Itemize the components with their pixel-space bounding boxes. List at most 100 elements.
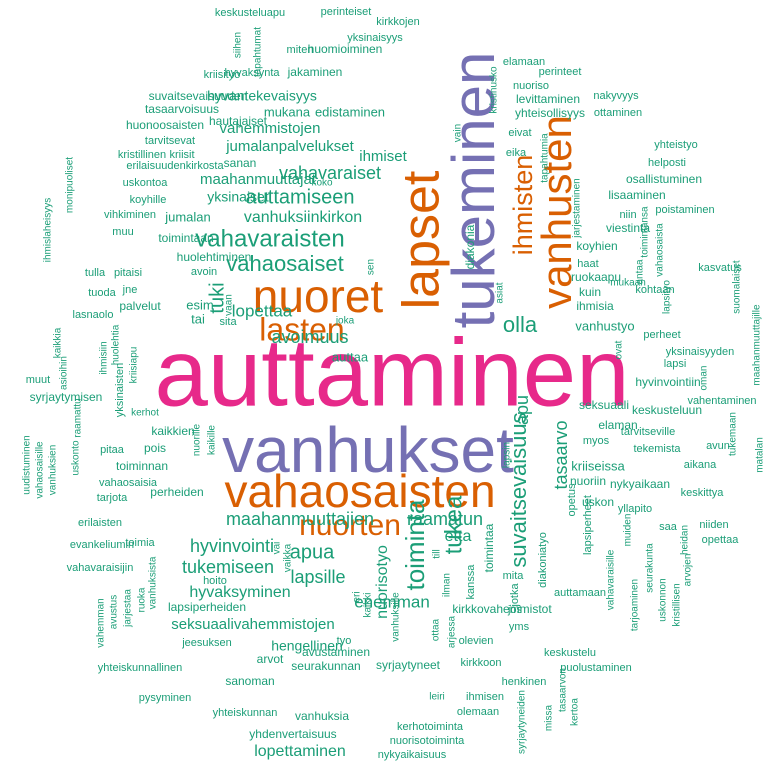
word: perinteet xyxy=(539,66,582,78)
word: arvot xyxy=(257,652,284,666)
word: jne xyxy=(122,284,138,296)
word: lopettaa xyxy=(232,301,293,320)
word: puolustaminen xyxy=(560,662,632,674)
word: vahaosaisille xyxy=(35,441,46,499)
word: vanhustyo xyxy=(575,318,634,333)
word: yhteiskunnallinen xyxy=(98,662,182,674)
word: yms xyxy=(509,621,530,633)
word: kriisityo xyxy=(204,69,241,81)
word: lasten xyxy=(259,311,344,347)
word: tai xyxy=(191,311,205,326)
word: hoito xyxy=(203,575,227,587)
word: hyvantekevaisyys xyxy=(207,88,317,104)
word: siihen xyxy=(233,32,244,58)
word: henkinen xyxy=(502,676,547,688)
word: lapsille xyxy=(290,567,345,587)
word: tukemiseen xyxy=(182,557,274,577)
word: lasnaolo xyxy=(73,309,114,321)
word: vahaosaisia xyxy=(99,477,158,489)
word: kriisiapu xyxy=(129,347,140,384)
word: koyhien xyxy=(576,239,617,253)
word: enemman xyxy=(354,592,430,611)
word: lapsin xyxy=(502,442,513,468)
word: ihmisen xyxy=(466,691,504,703)
word: toimintansa xyxy=(640,206,651,258)
word: nuorille xyxy=(192,423,203,456)
word: yhteiskunnan xyxy=(213,707,278,719)
word: vahavaraiset xyxy=(279,163,381,183)
word: sen xyxy=(366,259,377,275)
word: kaikkien xyxy=(151,424,194,438)
word: kaikkia xyxy=(53,327,64,358)
word: suvaitsevaisuuden xyxy=(149,89,248,103)
word: tasaarvo xyxy=(551,420,571,489)
word: monipuoliset xyxy=(65,157,76,213)
word: yksinaisyyden xyxy=(666,346,734,358)
word: ruoka xyxy=(137,587,148,612)
word: maahanmuuttajien xyxy=(226,509,374,529)
word: toimintaan xyxy=(158,231,213,245)
word: avoin xyxy=(191,266,217,278)
word: till xyxy=(432,549,443,558)
word: sita xyxy=(219,316,237,328)
word: syrjaytymisen xyxy=(30,390,103,404)
word: vahaosaisten xyxy=(224,465,495,517)
word: nuoret xyxy=(253,270,384,322)
word: lapset xyxy=(393,170,451,309)
word: seksuaalivahemmistojen xyxy=(171,616,334,633)
word: oman xyxy=(699,365,710,390)
word: jumalanpalvelukset xyxy=(225,138,354,155)
word: hengellinen xyxy=(271,638,343,654)
word: mukana xyxy=(264,104,311,119)
word: mita xyxy=(503,570,525,582)
word: poistaminen xyxy=(655,204,714,216)
word: ovat xyxy=(614,340,625,359)
word: huonoosaisten xyxy=(126,118,204,132)
word: hyvinvointiin xyxy=(635,375,700,389)
word: kohtaan xyxy=(635,284,674,296)
word: etta xyxy=(445,528,472,545)
word: avustaminen xyxy=(302,645,370,659)
word: kriisit xyxy=(169,149,194,161)
word: tarjoaminen xyxy=(630,579,641,631)
word: vaan xyxy=(224,294,235,316)
word: viestinta xyxy=(606,221,650,235)
word: jakaminen xyxy=(287,65,343,79)
word: vanhuksille xyxy=(391,592,402,642)
word: olla xyxy=(503,312,538,337)
word: hyvaksynta xyxy=(224,67,280,79)
word: jarjestaminen xyxy=(572,178,583,238)
word: vahavaraisijin xyxy=(67,562,134,574)
word: toimia xyxy=(125,537,155,549)
word: pitaisi xyxy=(114,267,142,279)
word: eri xyxy=(352,591,363,602)
word: hautajaiset xyxy=(209,114,268,128)
word: haat xyxy=(577,258,598,270)
word: kerhotoiminta xyxy=(397,721,464,733)
word: jarjestaa xyxy=(123,589,134,628)
word: tukeminen xyxy=(440,52,507,329)
word: tukemaan xyxy=(728,412,739,456)
word: jeesuksen xyxy=(181,637,232,649)
word: kristinusko xyxy=(489,66,500,114)
word: miten xyxy=(287,44,314,56)
word: kirkkojen xyxy=(376,16,419,28)
word: diakoniatyo xyxy=(537,532,549,588)
word: leiri xyxy=(429,692,445,703)
word: yllapito xyxy=(618,503,652,515)
word: heidan xyxy=(680,525,691,555)
word: ruokaapu xyxy=(571,270,621,284)
word: ottaminen xyxy=(594,107,642,119)
word: kriiseissa xyxy=(571,458,625,473)
word: toiminnan xyxy=(116,459,168,473)
word: auttamiseen xyxy=(246,186,355,208)
word: huolehtia xyxy=(111,324,122,365)
word: niiden xyxy=(699,519,728,531)
word: keskustelu xyxy=(544,647,596,659)
word: niin xyxy=(619,209,636,221)
word: uskontoa xyxy=(123,177,169,189)
word: vain xyxy=(453,124,464,142)
word: ihmisia xyxy=(576,299,614,313)
word: pois xyxy=(144,441,166,455)
word: raamatun xyxy=(407,509,483,529)
